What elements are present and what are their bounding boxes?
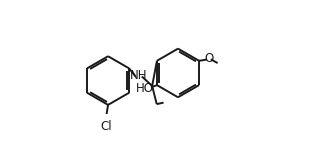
Text: HO: HO	[136, 82, 154, 95]
Text: NH: NH	[130, 69, 148, 82]
Text: Cl: Cl	[101, 120, 112, 133]
Text: O: O	[204, 52, 214, 66]
